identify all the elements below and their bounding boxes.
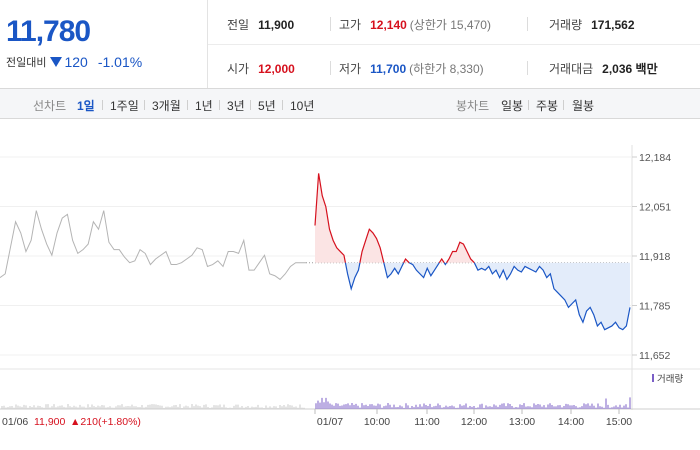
divider xyxy=(187,100,188,110)
down-area xyxy=(345,262,360,289)
down-line xyxy=(344,262,361,291)
up-line xyxy=(314,173,347,263)
down-line xyxy=(473,262,631,331)
down-area xyxy=(474,262,630,330)
divider xyxy=(330,17,331,31)
down-line xyxy=(383,262,405,279)
volume-legend-swatch xyxy=(652,374,654,382)
stat-open: 시가 12,000 xyxy=(227,60,295,77)
tab-5-years[interactable]: 5년 xyxy=(258,99,276,113)
divider xyxy=(208,44,700,45)
quote-header: 11,780 전일대비 120 -1.01% 전일 11,900 고가 12,140… xyxy=(0,0,700,88)
stat-high: 고가 12,140 (상한가 15,470) xyxy=(339,16,491,33)
line-chart-label: 선차트 xyxy=(33,99,67,113)
divider xyxy=(250,100,251,110)
change-amount: 120 xyxy=(64,54,88,70)
stat-value: 11,700 xyxy=(370,62,407,76)
y-tick-label: 11,918 xyxy=(639,251,670,263)
stat-prev-close: 전일 11,900 xyxy=(227,16,294,33)
stat-label: 저가 xyxy=(339,62,362,76)
x-tick-label: 12:00 xyxy=(461,416,487,428)
change-row: 전일대비 120 -1.01% xyxy=(6,54,142,70)
price-summary: 11,780 전일대비 120 -1.01% xyxy=(0,0,208,88)
tab-10-years[interactable]: 10년 xyxy=(290,99,315,113)
x-tick-label: 10:00 xyxy=(364,416,390,428)
stat-trade-value: 거래대금 2,036 백만 xyxy=(549,60,658,77)
up-line xyxy=(446,241,475,264)
up-area xyxy=(315,173,346,263)
stat-label: 거래량 xyxy=(549,18,583,32)
change-label: 전일대비 xyxy=(6,56,47,69)
x-axis-ticks: 01/07 10:00 11:00 12:00 13:00 14:00 15:00 01/06… xyxy=(2,409,632,428)
chart-tab-bar: 선차트 1일 1주일 3개월 1년 3년 5년 10년 봉차트 일봉 주봉 월봉 xyxy=(0,89,700,119)
up-area xyxy=(446,242,475,263)
prev-day-percent: (+1.80%) xyxy=(98,416,141,428)
divider xyxy=(528,100,529,110)
x-tick-label: 14:00 xyxy=(558,416,584,428)
y-tick-label: 12,051 xyxy=(639,202,671,214)
triangle-down-icon xyxy=(50,57,63,67)
x-tick-label: 13:00 xyxy=(509,416,535,428)
stat-value: 2,036 백만 xyxy=(602,62,658,76)
y-tick-label: 11,785 xyxy=(639,301,670,313)
x-tick-label: 15:00 xyxy=(606,416,632,428)
tab-3-months[interactable]: 3개월 xyxy=(152,99,181,113)
volume-panel: 거래량 xyxy=(0,368,700,410)
prev-day-line xyxy=(0,210,306,281)
divider xyxy=(527,17,528,31)
divider xyxy=(144,100,145,110)
volume-legend-label: 거래량 xyxy=(657,373,683,385)
tab-monthly-candle[interactable]: 월봉 xyxy=(572,99,595,113)
price-chart: 12,184 12,051 11,918 11,785 11,652 거래량 01/07… xyxy=(0,145,700,428)
y-tick-label: 11,652 xyxy=(639,350,670,362)
down-line xyxy=(408,262,440,279)
prev-day-date: 01/06 xyxy=(2,416,28,428)
divider xyxy=(563,100,564,110)
up-area xyxy=(359,229,384,263)
price-lines xyxy=(0,173,631,331)
up-line xyxy=(359,228,385,263)
prev-day-change: ▲210 xyxy=(70,416,98,428)
divider xyxy=(219,100,220,110)
prev-day-close: 11,900 xyxy=(34,416,65,428)
divider xyxy=(527,61,528,75)
x-tick-label: 11:00 xyxy=(414,416,440,428)
stat-value: 12,140 xyxy=(370,18,407,32)
change-percent: -1.01% xyxy=(97,54,143,70)
stat-label: 시가 xyxy=(227,62,250,76)
stat-volume: 거래량 171,562 xyxy=(549,16,635,33)
down-area xyxy=(383,262,404,278)
current-price: 11,780 xyxy=(6,15,91,48)
baseline-fills xyxy=(306,173,630,330)
down-line xyxy=(443,262,448,266)
stat-label: 전일 xyxy=(227,18,250,32)
lower-limit: (하한가 8,330) xyxy=(409,62,484,76)
stat-value: 11,900 xyxy=(258,18,295,32)
stat-value: 171,562 xyxy=(591,18,635,32)
divider xyxy=(330,61,331,75)
stat-label: 거래대금 xyxy=(549,62,594,76)
up-line xyxy=(403,257,410,264)
x-tick-label: 01/07 xyxy=(317,416,343,428)
tab-1-day[interactable]: 1일 xyxy=(77,99,95,113)
tab-3-years[interactable]: 3년 xyxy=(227,99,245,113)
stat-label: 고가 xyxy=(339,18,362,32)
divider xyxy=(282,100,283,110)
tab-1-year[interactable]: 1년 xyxy=(195,99,213,113)
y-tick-label: 12,184 xyxy=(639,152,671,164)
y-axis-ticks: 12,184 12,051 11,918 11,785 11,652 xyxy=(639,152,671,362)
stat-value: 12,000 xyxy=(258,62,295,76)
tab-daily-candle[interactable]: 일봉 xyxy=(501,99,524,113)
stat-low: 저가 11,700 (하한가 8,330) xyxy=(339,60,484,77)
up-line xyxy=(438,257,445,264)
divider xyxy=(102,100,103,110)
tab-weekly-candle[interactable]: 주봉 xyxy=(536,99,559,113)
candle-chart-label: 봉차트 xyxy=(456,99,490,113)
tab-1-week[interactable]: 1주일 xyxy=(110,99,139,113)
upper-limit: (상한가 15,470) xyxy=(409,18,491,32)
divider xyxy=(0,88,700,89)
